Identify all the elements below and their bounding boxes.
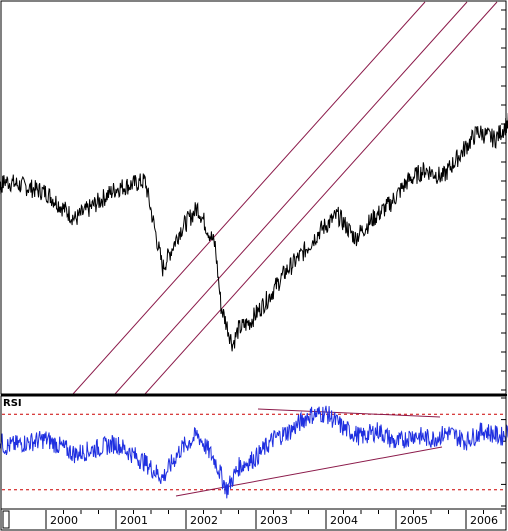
price-channel-upper (72, 1, 426, 395)
year-label: 2005 (400, 514, 428, 527)
rsi-series-line (0, 405, 508, 499)
price-y-ticks (501, 9, 506, 391)
time-axis: 200020012002200320042005200620072008 (0, 508, 507, 531)
year-label: 2006 (470, 514, 498, 527)
price-panel (0, 0, 508, 395)
year-label: 2000 (50, 514, 78, 527)
year-label: 2003 (260, 514, 288, 527)
year-label: 2001 (120, 514, 148, 527)
rsi-trendline-rising (175, 446, 443, 497)
price-series-line (0, 112, 508, 352)
year-label: 2002 (190, 514, 218, 527)
rsi-trendlines (175, 408, 443, 497)
time-axis-box (0, 508, 507, 531)
price-channel (72, 1, 498, 395)
price-channel-middle (114, 1, 468, 395)
scroll-thumb[interactable] (2, 510, 10, 529)
year-ticks: 200020012002200320042005200620072008 (45, 510, 502, 529)
rsi-title: RSI (3, 398, 22, 409)
year-label: 2004 (330, 514, 358, 527)
rsi-trendline-falling (257, 408, 441, 418)
price-channel-lower (144, 1, 498, 395)
